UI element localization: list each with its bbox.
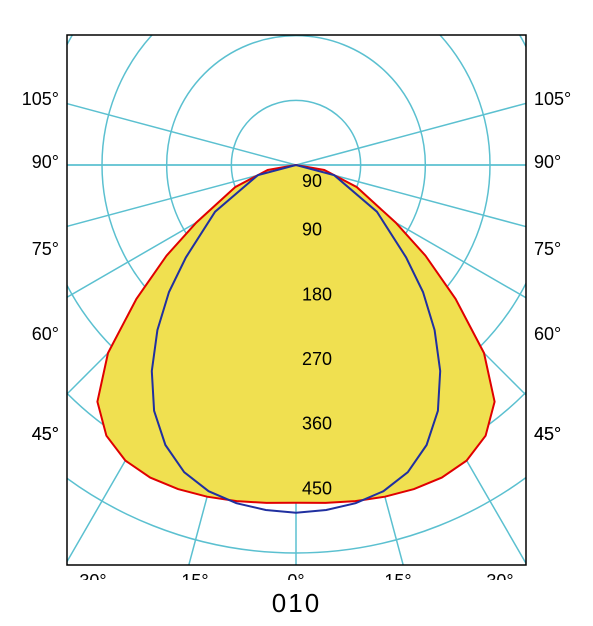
svg-text:30°: 30° <box>486 571 513 580</box>
svg-text:30°: 30° <box>79 571 106 580</box>
svg-text:90°: 90° <box>32 152 59 172</box>
svg-text:15°: 15° <box>181 571 208 580</box>
svg-text:60°: 60° <box>32 324 59 344</box>
svg-text:15°: 15° <box>384 571 411 580</box>
svg-text:360: 360 <box>302 414 332 434</box>
svg-text:45°: 45° <box>32 424 59 444</box>
svg-text:450: 450 <box>302 478 332 498</box>
svg-text:270: 270 <box>302 349 332 369</box>
diagram-title: 010 <box>0 588 593 619</box>
svg-text:0°: 0° <box>287 571 304 580</box>
svg-text:90: 90 <box>302 171 322 191</box>
svg-text:105°: 105° <box>534 89 571 109</box>
svg-text:90: 90 <box>302 220 322 240</box>
svg-text:75°: 75° <box>32 239 59 259</box>
svg-text:105°: 105° <box>22 89 59 109</box>
svg-text:60°: 60° <box>534 324 561 344</box>
svg-text:75°: 75° <box>534 239 561 259</box>
svg-text:180: 180 <box>302 284 332 304</box>
svg-text:90°: 90° <box>534 152 561 172</box>
polar-diagram: 90 90 180 270 360 450 105° 90° 75° 60° 45° 30° 15° 10… <box>0 0 593 580</box>
svg-text:45°: 45° <box>534 424 561 444</box>
